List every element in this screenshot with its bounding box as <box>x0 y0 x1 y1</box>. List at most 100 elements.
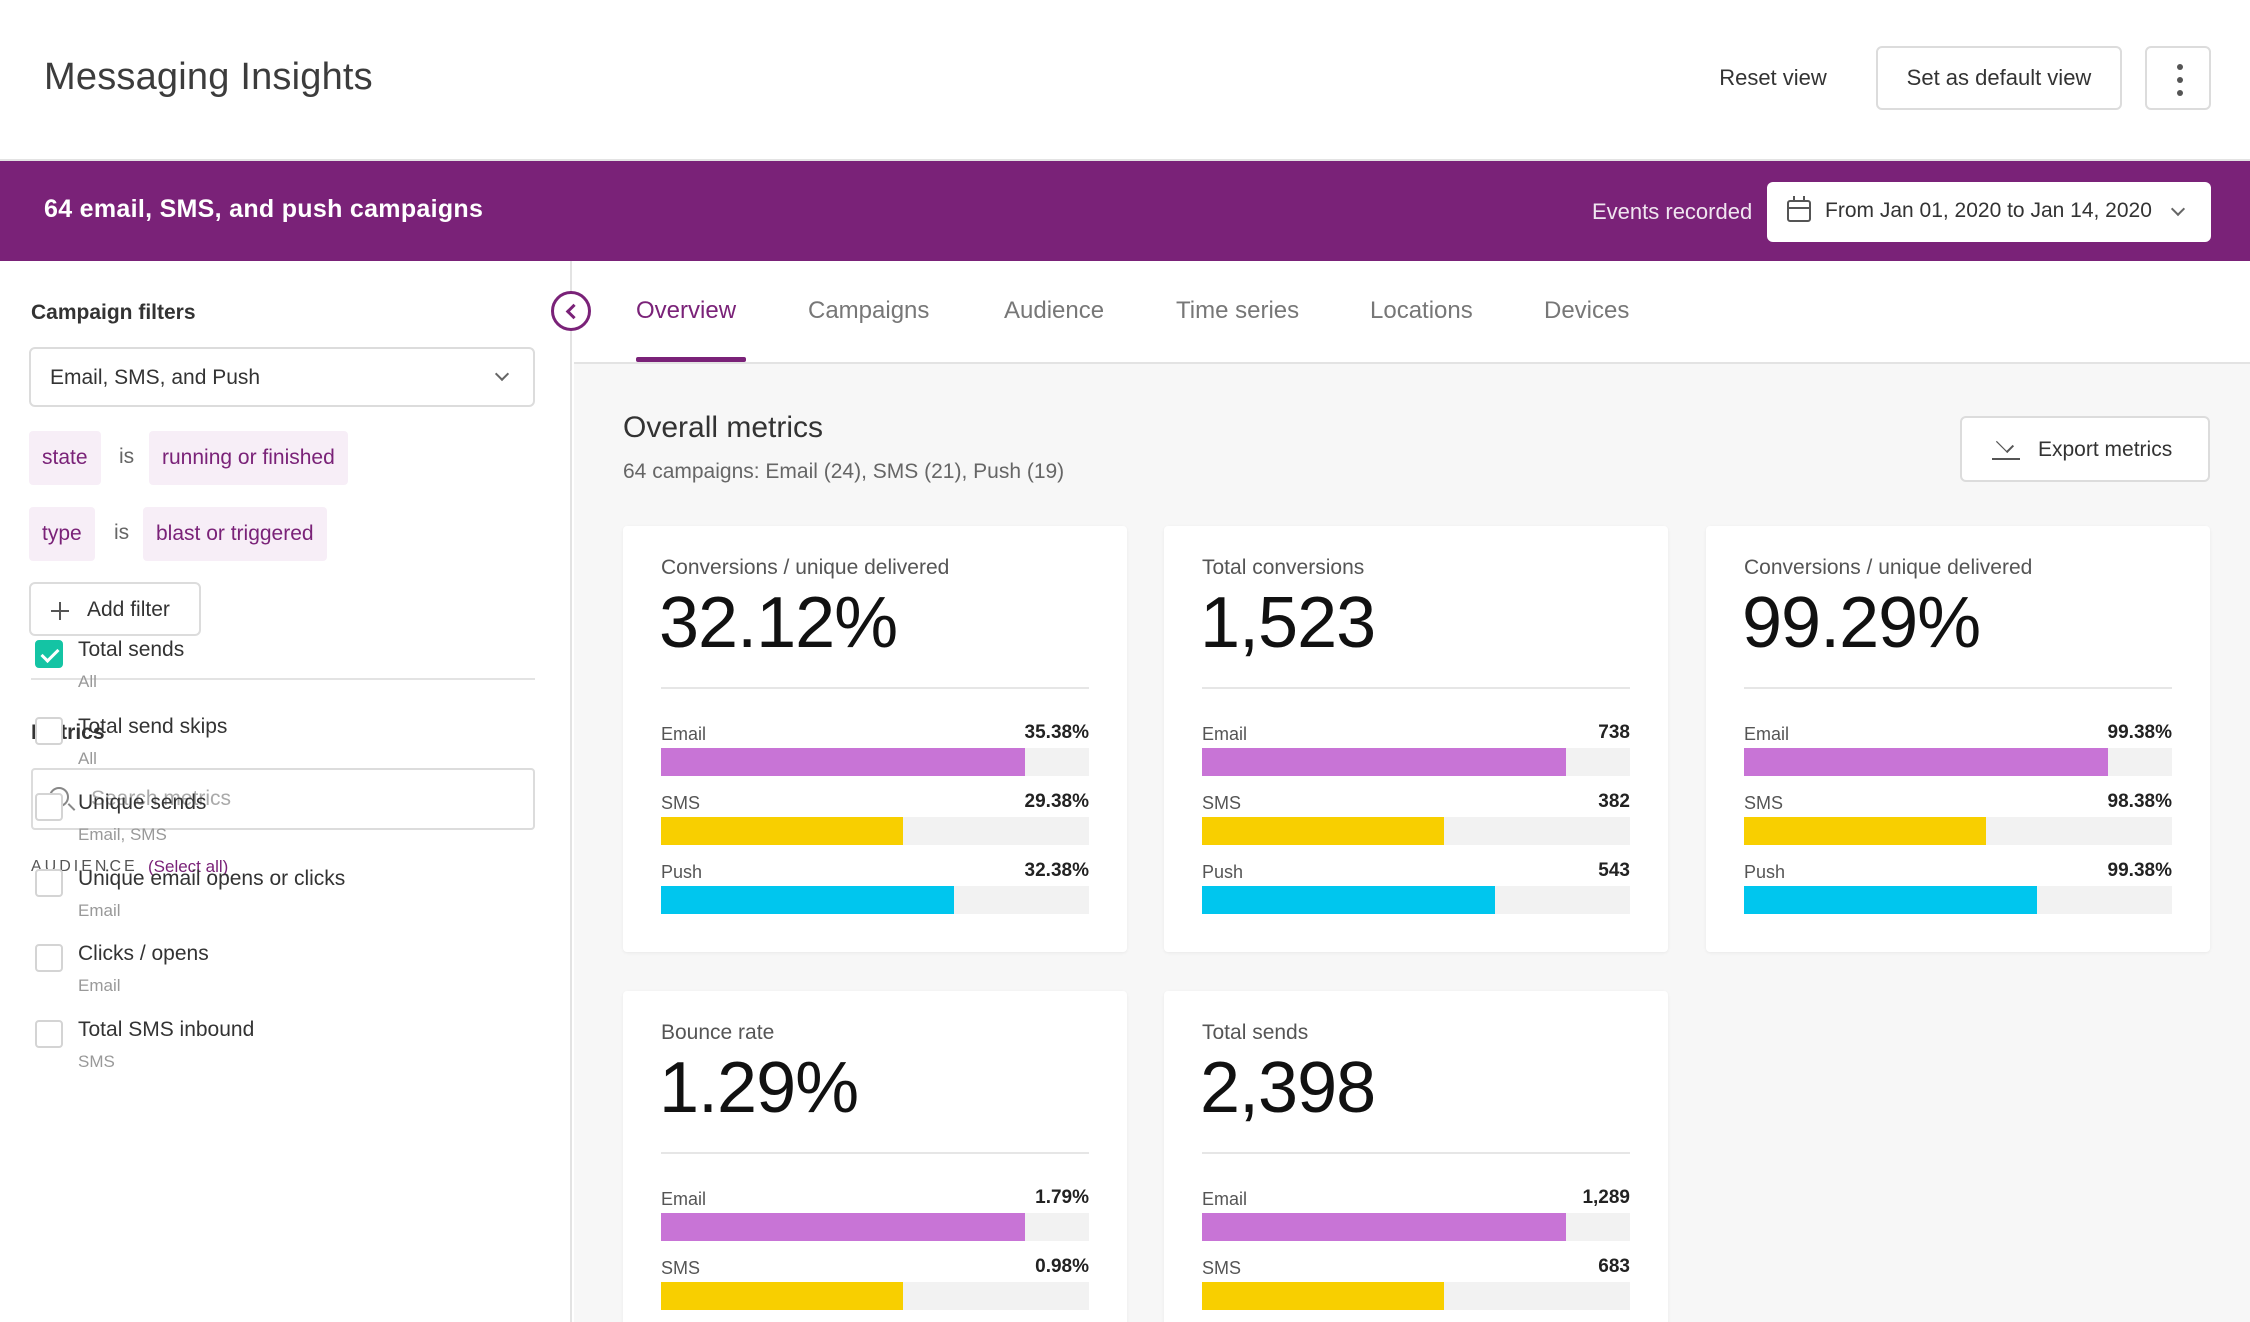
search-metrics-input[interactable] <box>91 784 511 814</box>
page-title: Messaging Insights <box>44 56 373 98</box>
overall-metrics-subtitle: 64 campaigns: Email (24), SMS (21), Push… <box>623 460 1065 483</box>
filter-field-chip[interactable]: state <box>29 431 101 485</box>
channel-bar-fill <box>661 748 1025 776</box>
calendar-icon <box>1787 196 1811 222</box>
metric-label: Total send skips <box>78 715 228 738</box>
metric-channels: All <box>78 672 97 691</box>
metric-card-divider <box>1744 687 2172 689</box>
reset-view-button[interactable]: Reset view <box>1700 46 1846 110</box>
channel-label: SMS <box>661 1258 701 1278</box>
main-content: Overview Campaigns Audience Time series … <box>574 261 2250 1322</box>
channel-label: SMS <box>1202 793 1242 813</box>
metric-card-divider <box>661 687 1089 689</box>
metric-channels: All <box>78 749 97 768</box>
metric-card-title: Bounce rate <box>661 1021 775 1044</box>
channel-bar-track <box>661 1213 1089 1241</box>
metric-card-value: 1.29% <box>659 1048 859 1128</box>
metric-channels: Email <box>78 901 121 920</box>
channel-value: 32.38% <box>1024 860 1089 881</box>
tab-bar: Overview Campaigns Audience Time series … <box>574 261 2250 364</box>
channel-bar-track <box>1744 748 2172 776</box>
metric-card: Conversions / unique delivered 32.12% Emai… <box>623 526 1127 952</box>
metric-channels: SMS <box>78 1052 115 1071</box>
campaign-type-select[interactable]: Email, SMS, and Push <box>29 347 535 407</box>
channel-label: Email <box>661 724 707 744</box>
channel-label: Email <box>1744 724 1790 744</box>
channel-bar-fill <box>1744 748 2108 776</box>
channel-bar-track <box>1202 886 1630 914</box>
channel-value: 35.38% <box>1024 722 1089 743</box>
select-all-link[interactable]: (Select all) <box>148 857 229 876</box>
channel-value: 382 <box>1598 791 1630 812</box>
add-filter-button[interactable]: Add filter <box>29 582 201 636</box>
more-options-button[interactable] <box>2145 46 2211 110</box>
campaign-banner: 64 email, SMS, and push campaigns Events… <box>0 161 2250 261</box>
channel-label: Push <box>1744 862 1786 882</box>
filter-value-chip[interactable]: blast or triggered <box>143 507 327 561</box>
metric-card: Total sends 2,398 Email 1,289 SMS 683 <box>1164 991 1668 1322</box>
metric-card-value: 1,523 <box>1200 583 1376 663</box>
channel-bar-fill <box>1202 1282 1444 1310</box>
filter-operator: is <box>114 521 130 544</box>
channel-label: SMS <box>1744 793 1784 813</box>
campaign-filters-heading: Campaign filters <box>31 301 196 324</box>
plus-icon <box>51 602 69 620</box>
channel-bar-track <box>661 886 1089 914</box>
metric-label: Unique email opens or clicks <box>78 867 346 890</box>
channel-value: 1,289 <box>1582 1187 1630 1208</box>
metric-card-divider <box>1202 687 1630 689</box>
collapse-sidebar-button[interactable] <box>551 291 591 331</box>
channel-bar-track <box>1202 748 1630 776</box>
tab-locations[interactable]: Locations <box>1370 297 1473 324</box>
date-range-select[interactable]: From Jan 01, 2020 to Jan 14, 2020 <box>1767 182 2211 242</box>
download-icon <box>1992 438 2020 460</box>
metric-channels: Email <box>78 976 121 995</box>
metric-card: Bounce rate 1.29% Email 1.79% SMS 0.98% <box>623 991 1127 1322</box>
chevron-down-icon <box>2170 201 2186 217</box>
metric-checkbox[interactable] <box>35 1020 63 1048</box>
filter-field-chip[interactable]: type <box>29 507 95 561</box>
metric-label: Total sends <box>78 638 185 661</box>
export-metrics-button[interactable]: Export metrics <box>1960 416 2210 482</box>
tab-devices[interactable]: Devices <box>1544 297 1630 324</box>
tab-overview[interactable]: Overview <box>636 297 737 324</box>
channel-label: Push <box>1202 862 1244 882</box>
events-recorded-label: Events recorded <box>1592 199 1753 224</box>
channel-bar-track <box>1202 1213 1630 1241</box>
channel-value: 543 <box>1598 860 1630 881</box>
search-metrics-box <box>31 768 535 830</box>
channel-bar-fill <box>661 1282 903 1310</box>
sidebar: Campaign filters Email, SMS, and Push st… <box>0 261 572 1322</box>
channel-bar-fill <box>661 817 903 845</box>
tab-time-series[interactable]: Time series <box>1176 297 1300 324</box>
metric-checkbox[interactable] <box>35 640 63 668</box>
metric-card-divider <box>661 1152 1089 1154</box>
channel-label: SMS <box>661 793 701 813</box>
channel-value: 99.38% <box>2107 860 2172 881</box>
date-range-value: From Jan 01, 2020 to Jan 14, 2020 <box>1825 199 2152 222</box>
tab-campaigns[interactable]: Campaigns <box>808 297 930 324</box>
filter-value-chip[interactable]: running or finished <box>149 431 348 485</box>
active-tab-indicator <box>636 357 746 362</box>
metric-checkbox[interactable] <box>35 717 63 745</box>
chevron-down-icon <box>494 366 510 382</box>
channel-bar-track <box>1202 817 1630 845</box>
metric-checkbox[interactable] <box>35 869 63 897</box>
metric-checkbox[interactable] <box>35 944 63 972</box>
channel-bar-track <box>1202 1282 1630 1310</box>
channel-label: SMS <box>1202 1258 1242 1278</box>
channel-bar-track <box>661 748 1089 776</box>
channel-bar-fill <box>661 886 955 914</box>
more-vertical-icon-dot <box>2177 90 2183 96</box>
channel-bar-track <box>661 1282 1089 1310</box>
channel-bar-track <box>1744 817 2172 845</box>
metric-card-title: Conversions / unique delivered <box>1744 556 2033 579</box>
set-default-view-button[interactable]: Set as default view <box>1876 46 2122 110</box>
channel-label: Email <box>1202 724 1248 744</box>
metric-label: Clicks / opens <box>78 942 209 965</box>
tab-audience[interactable]: Audience <box>1004 297 1105 324</box>
overall-metrics-title: Overall metrics <box>623 411 824 444</box>
metric-checkbox[interactable] <box>35 793 63 821</box>
channel-value: 0.98% <box>1035 1256 1089 1277</box>
banner-title: 64 email, SMS, and push campaigns <box>44 195 484 223</box>
